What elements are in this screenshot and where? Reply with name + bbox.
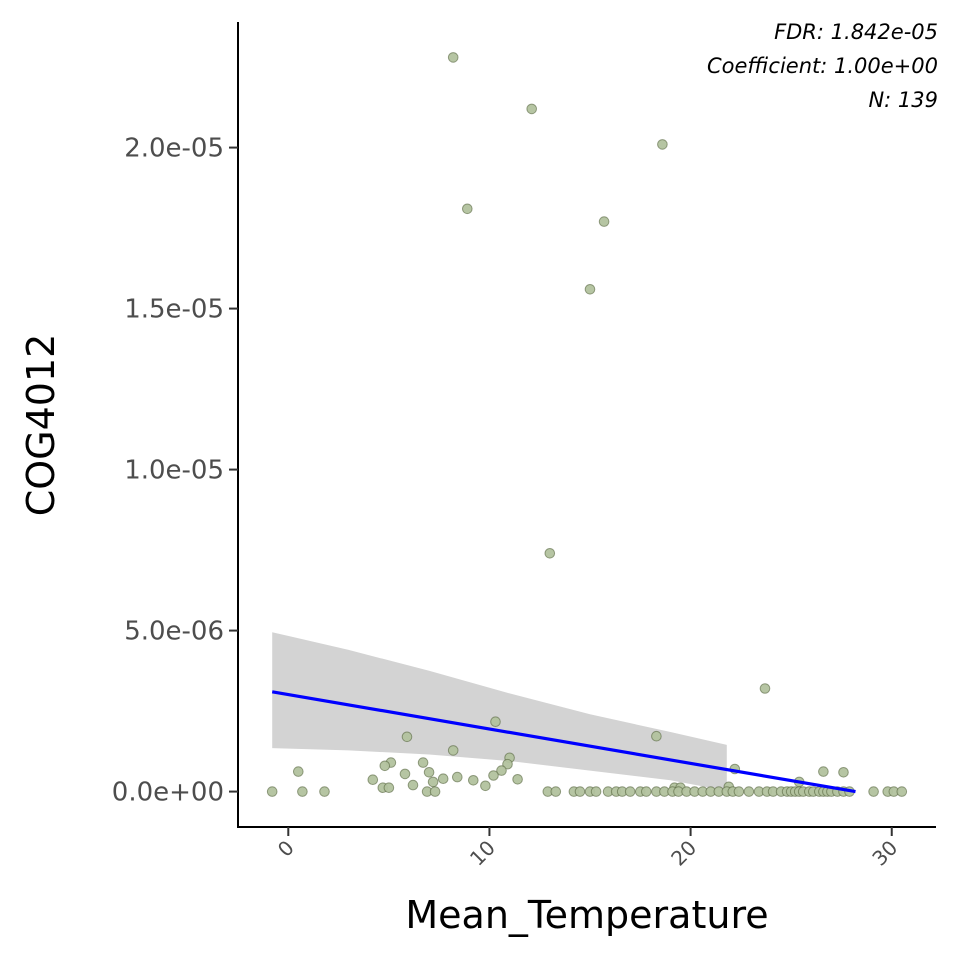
data-point bbox=[427, 776, 439, 788]
y-tick-label: 1.0e-05 bbox=[124, 456, 224, 486]
data-point bbox=[399, 768, 411, 780]
data-point bbox=[896, 786, 908, 797]
data-point bbox=[383, 782, 395, 794]
data-point bbox=[401, 731, 413, 743]
data-point bbox=[526, 103, 538, 115]
annotation-fdr: FDR: 1.842e-05 bbox=[774, 20, 938, 44]
x-ticks-layer: 0 10 20 30 bbox=[273, 827, 902, 871]
data-point bbox=[584, 284, 596, 295]
data-point bbox=[367, 774, 379, 786]
data-point bbox=[512, 774, 523, 785]
data-point bbox=[544, 548, 556, 559]
data-point bbox=[480, 780, 491, 792]
y-ticks-layer: 0.0e+00 5.0e-06 1.0e-05 1.5e-05 2.0e-05 bbox=[112, 134, 238, 808]
y-tick-label: 2.0e-05 bbox=[124, 134, 224, 164]
x-axis-title: Mean_Temperature bbox=[405, 893, 768, 937]
data-point bbox=[624, 786, 636, 797]
data-point bbox=[759, 683, 771, 694]
data-point bbox=[429, 786, 441, 797]
data-point bbox=[490, 716, 501, 728]
data-point bbox=[437, 773, 449, 785]
data-point bbox=[868, 786, 879, 797]
data-point bbox=[423, 767, 435, 778]
data-point bbox=[641, 786, 652, 797]
data-point bbox=[417, 757, 429, 768]
data-point bbox=[550, 786, 562, 797]
data-point bbox=[496, 765, 507, 776]
data-point bbox=[743, 786, 755, 797]
data-point bbox=[379, 760, 391, 772]
data-point bbox=[657, 139, 668, 150]
fit-line-layer bbox=[271, 690, 856, 794]
x-tick-label: 10 bbox=[465, 836, 500, 871]
axes-layer bbox=[237, 22, 936, 828]
x-tick-label: 20 bbox=[666, 836, 701, 871]
data-point bbox=[818, 766, 829, 777]
points-layer bbox=[266, 52, 908, 797]
y-tick-label: 0.0e+00 bbox=[112, 778, 224, 808]
data-point bbox=[452, 771, 463, 783]
regression-line bbox=[271, 690, 856, 794]
data-point bbox=[651, 730, 662, 742]
data-point bbox=[266, 786, 278, 797]
data-point bbox=[598, 216, 610, 227]
data-point bbox=[733, 786, 745, 797]
x-tick-label: 30 bbox=[867, 836, 902, 871]
data-point bbox=[407, 779, 419, 791]
data-point bbox=[502, 758, 513, 770]
annotation-n: N: 139 bbox=[868, 88, 938, 112]
annotation-coefficient: Coefficient: 1.00e+00 bbox=[707, 54, 938, 78]
data-point bbox=[447, 52, 459, 63]
y-axis-title: COG4012 bbox=[19, 334, 63, 517]
data-point bbox=[574, 786, 586, 797]
y-tick-label: 5.0e-06 bbox=[124, 617, 224, 647]
y-tick-label: 1.5e-05 bbox=[124, 295, 224, 325]
data-point bbox=[462, 203, 473, 215]
data-point bbox=[838, 767, 849, 778]
x-tick-label: 0 bbox=[273, 836, 299, 862]
data-point bbox=[447, 745, 459, 756]
data-point bbox=[319, 786, 330, 797]
data-point bbox=[297, 786, 308, 797]
data-point bbox=[293, 766, 304, 777]
data-point bbox=[468, 775, 479, 786]
data-point bbox=[590, 786, 602, 797]
data-point bbox=[488, 770, 499, 781]
